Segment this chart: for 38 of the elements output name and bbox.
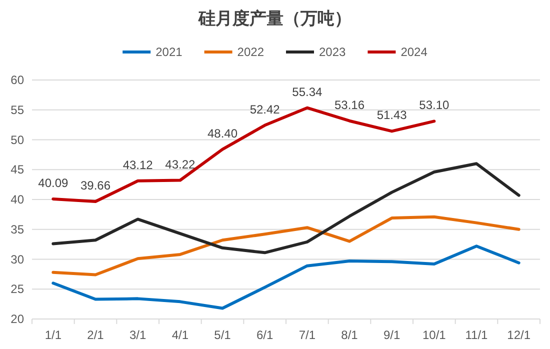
data-label: 43.12 [122,158,154,172]
x-tick-label: 8/1 [341,328,358,342]
x-tick-label: 12/1 [507,328,531,342]
legend-label: 2022 [237,45,264,59]
y-tick-label: 60 [10,73,24,87]
chart-title: 硅月度产量（万吨） [198,9,352,28]
line-series [52,215,520,276]
x-tick-label: 5/1 [214,328,232,342]
x-tick-label: 6/1 [256,328,274,342]
legend-label: 2024 [400,45,428,59]
data-label: 43.22 [165,157,196,172]
legend-label: 2023 [319,45,346,59]
line-series [52,244,520,310]
y-tick-label: 55 [10,102,24,117]
data-label: 53.10 [419,98,450,112]
x-tick-label: 3/1 [129,328,146,342]
y-tick-label: 35 [10,222,24,236]
legend-label: 2021 [156,45,183,59]
data-label: 51.43 [376,108,408,122]
x-tick-label: 9/1 [383,328,400,342]
x-tick-label: 4/1 [172,328,189,342]
y-tick-label: 45 [10,162,24,177]
y-tick-label: 30 [10,252,24,266]
data-label: 39.66 [80,178,111,193]
y-tick-label: 20 [10,312,24,326]
data-label: 53.16 [334,98,365,112]
x-tick-label: 1/1 [44,328,62,342]
x-tick-label: 7/1 [298,328,316,342]
x-tick-label: 11/1 [465,328,488,342]
x-tick-label: 2/1 [87,328,104,342]
y-tick-label: 40 [10,192,24,206]
data-label: 55.34 [292,84,323,99]
data-label: 52.42 [250,102,280,116]
y-tick-label: 50 [10,132,24,147]
data-label: 48.40 [207,126,238,140]
y-tick-label: 25 [10,282,24,296]
data-label: 40.09 [38,176,69,190]
x-tick-label: 10/1 [422,328,446,342]
